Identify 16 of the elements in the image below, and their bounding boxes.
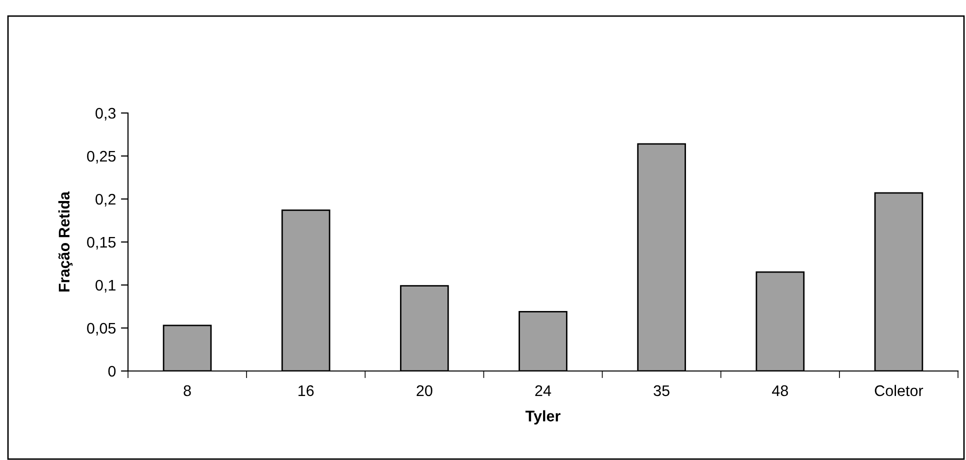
x-tick-label: 20 (416, 385, 432, 396)
y-tick-label: 0,15 (87, 236, 116, 250)
x-tick-label: Coletor (874, 384, 924, 396)
x-tick-label: 35 (654, 385, 670, 396)
y-tick-label: 0,2 (96, 194, 116, 206)
y-axis-title: Fração Retida (58, 191, 73, 292)
x-tick-label: 8 (184, 385, 191, 396)
x-axis-title: Tyler (525, 410, 560, 424)
x-tick-label: 48 (772, 385, 788, 396)
x-tick-label: 16 (298, 385, 314, 396)
y-tick-label: 0,25 (87, 150, 116, 164)
y-tick-label: 0,1 (96, 280, 116, 292)
y-tick-label: 0,3 (96, 108, 116, 120)
x-tick-label: 24 (535, 385, 552, 396)
y-tick-label: 0,05 (87, 322, 116, 336)
y-tick-label: 0 (108, 366, 116, 377)
